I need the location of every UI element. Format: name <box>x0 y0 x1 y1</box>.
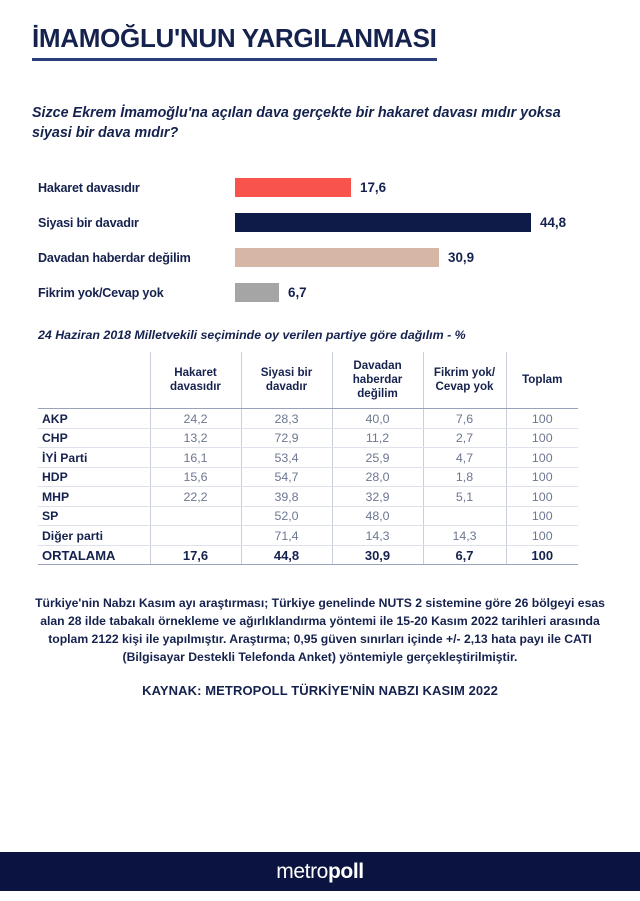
cell <box>149 506 241 527</box>
logo-text-bold: poll <box>327 859 364 883</box>
bar-label: Davadan haberdar değilim <box>38 250 191 265</box>
cell: 13,2 <box>149 428 241 449</box>
cell: 28,0 <box>331 467 423 488</box>
table-row: MHP 22,2 39,8 32,9 5,1 100 <box>38 486 578 507</box>
cell: 100 <box>505 408 578 429</box>
cell: 16,1 <box>149 447 241 468</box>
cell: 22,2 <box>149 486 241 507</box>
methodology-note: Türkiye'nin Nabzı Kasım ayı araştırması;… <box>35 596 605 664</box>
bar-label: Hakaret davasıdır <box>38 180 140 195</box>
footer-bar: metropoll <box>0 852 640 891</box>
cell: 100 <box>505 525 578 546</box>
row-label: İYİ Parti <box>38 447 150 468</box>
bar-track: 44,8 <box>235 213 620 233</box>
cell: 24,2 <box>149 408 241 429</box>
bar-track: 17,6 <box>235 178 620 198</box>
bar-fill <box>235 213 531 233</box>
cell: 5,1 <box>422 486 506 507</box>
cell: 6,7 <box>422 544 506 566</box>
cell: 100 <box>505 544 578 566</box>
bar-value: 44,8 <box>540 215 567 231</box>
cell: 44,8 <box>240 544 332 566</box>
table-row: SP 52,0 48,0 100 <box>38 506 578 527</box>
table-caption: 24 Haziran 2018 Milletvekili seçiminde o… <box>38 328 466 343</box>
row-label: MHP <box>38 486 150 507</box>
cell: 30,9 <box>331 544 423 566</box>
cell <box>149 525 241 546</box>
row-label: HDP <box>38 467 150 488</box>
distribution-table: Hakaret davasıdır Siyasi bir davadır Dav… <box>38 352 578 566</box>
cell: 53,4 <box>240 447 332 468</box>
cell: 100 <box>505 428 578 449</box>
column-header-hakaret: Hakaret davasıdır <box>149 352 241 410</box>
cell: 40,0 <box>331 408 423 429</box>
cell: 15,6 <box>149 467 241 488</box>
cell: 14,3 <box>422 525 506 546</box>
cell: 39,8 <box>240 486 332 507</box>
bar-track: 30,9 <box>235 248 620 268</box>
table-row: AKP 24,2 28,3 40,0 7,6 100 <box>38 408 578 429</box>
bar-track: 6,7 <box>235 283 620 303</box>
cell: 100 <box>505 506 578 527</box>
cell: 4,7 <box>422 447 506 468</box>
cell: 7,6 <box>422 408 506 429</box>
cell: 100 <box>505 467 578 488</box>
survey-question: Sizce Ekrem İmamoğlu'na açılan dava gerç… <box>32 104 561 142</box>
cell: 2,7 <box>422 428 506 449</box>
logo-text-light: metro <box>276 859 328 883</box>
cell: 28,3 <box>240 408 332 429</box>
column-header-siyasi: Siyasi bir davadır <box>240 352 332 410</box>
cell: 25,9 <box>331 447 423 468</box>
bar-label: Fikrim yok/Cevap yok <box>38 285 164 300</box>
bar-value: 17,6 <box>360 180 387 196</box>
bar-row: Davadan haberdar değilim 30,9 <box>38 240 620 275</box>
bar-fill <box>235 178 351 198</box>
metropoll-logo: metropoll <box>276 859 364 884</box>
bar-fill <box>235 248 439 268</box>
table-row-average: ORTALAMA 17,6 44,8 30,9 6,7 100 <box>38 544 578 566</box>
cell: 100 <box>505 486 578 507</box>
bar-fill <box>235 283 279 303</box>
bar-row: Fikrim yok/Cevap yok 6,7 <box>38 275 620 310</box>
cell: 17,6 <box>149 544 241 566</box>
table-header-row: Hakaret davasıdır Siyasi bir davadır Dav… <box>38 352 578 410</box>
bar-row: Hakaret davasıdır 17,6 <box>38 170 620 205</box>
table-row: Diğer parti 71,4 14,3 14,3 100 <box>38 525 578 546</box>
row-label: Diğer parti <box>38 525 150 546</box>
table-row: İYİ Parti 16,1 53,4 25,9 4,7 100 <box>38 447 578 468</box>
page-title: İMAMOĞLU'NUN YARGILANMASI <box>32 24 437 61</box>
table-row: HDP 15,6 54,7 28,0 1,8 100 <box>38 467 578 488</box>
row-label: ORTALAMA <box>38 544 150 566</box>
cell: 71,4 <box>240 525 332 546</box>
bar-value: 6,7 <box>288 285 307 301</box>
cell: 32,9 <box>331 486 423 507</box>
cell: 52,0 <box>240 506 332 527</box>
column-header-fikrim-yok: Fikrim yok/ Cevap yok <box>422 352 506 410</box>
cell: 72,9 <box>240 428 332 449</box>
column-header-toplam: Toplam <box>505 352 578 410</box>
cell: 11,2 <box>331 428 423 449</box>
row-label: AKP <box>38 408 150 429</box>
bar-label: Siyasi bir davadır <box>38 215 139 230</box>
header: İMAMOĞLU'NUN YARGILANMASI <box>0 0 640 61</box>
cell: 1,8 <box>422 467 506 488</box>
table-corner-cell <box>38 352 150 410</box>
bar-value: 30,9 <box>448 250 475 266</box>
source-line: KAYNAK: METROPOLL TÜRKİYE'NİN NABZI KASI… <box>142 682 498 698</box>
bar-row: Siyasi bir davadır 44,8 <box>38 205 620 240</box>
cell: 48,0 <box>331 506 423 527</box>
cell: 100 <box>505 447 578 468</box>
table-row: CHP 13,2 72,9 11,2 2,7 100 <box>38 428 578 449</box>
cell <box>422 506 506 527</box>
column-header-haberdar: Davadan haberdar değilim <box>331 352 423 410</box>
row-label: SP <box>38 506 150 527</box>
bar-chart: Hakaret davasıdır 17,6 Siyasi bir davadı… <box>0 170 640 310</box>
cell: 14,3 <box>331 525 423 546</box>
row-label: CHP <box>38 428 150 449</box>
cell: 54,7 <box>240 467 332 488</box>
